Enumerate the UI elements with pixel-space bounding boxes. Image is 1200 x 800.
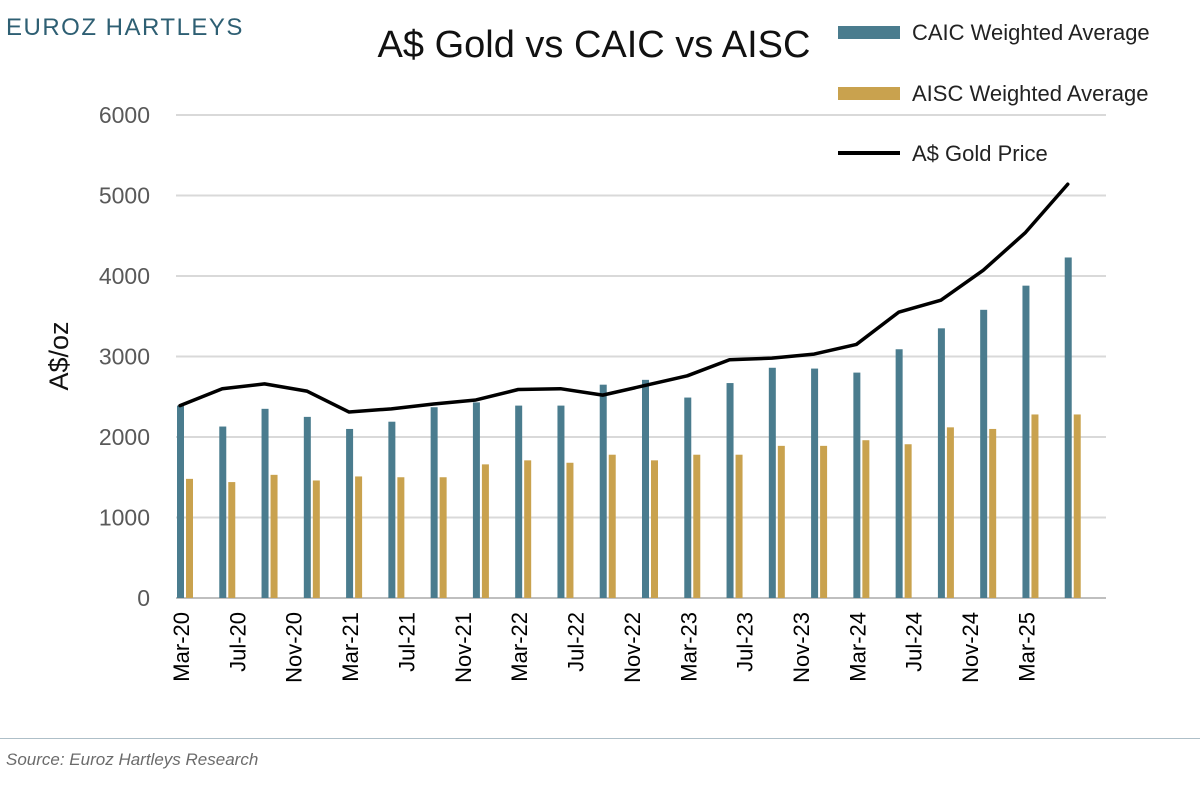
x-tick-label: Nov-24 [958,612,983,683]
caic-bar [472,402,480,598]
x-tick-label: Jul-22 [564,612,589,672]
caic-bar [684,397,692,598]
aisc-bar [904,444,912,598]
legend-label: CAIC Weighted Average [912,20,1150,45]
x-tick-labels: Mar-20 Jul-20 Nov-20 Mar-21 Jul-21 Nov-21 Mar-… [169,612,1039,683]
caic-bar [219,426,227,598]
aisc-bar [651,460,658,598]
aisc-bar [524,460,532,598]
x-tick-label: Mar-23 [676,612,701,682]
caic-bar [811,368,819,598]
gold-price-line-layer [178,182,1070,414]
caic-bar [430,407,438,598]
legend: CAIC Weighted Average AISC Weighted Avera… [838,20,1150,166]
y-tick-label: 4000 [99,263,150,289]
aisc-bar [355,476,363,598]
caic-bar [388,421,396,598]
aisc-bar [946,427,954,598]
legend-swatch [838,87,900,100]
caic-bar [346,428,354,598]
aisc-bar [439,477,447,598]
aisc-bar [820,445,828,598]
gridlines [176,114,1106,599]
caic-bar [177,405,184,598]
aisc-bar [481,464,489,598]
y-tick-labels: 0 1000 2000 3000 4000 5000 6000 [99,102,150,611]
y-tick-label: 2000 [99,424,150,450]
y-tick-label: 0 [137,585,150,611]
y-tick-label: 6000 [99,102,150,128]
x-tick-label: Jul-23 [733,612,758,672]
aisc-bar [270,474,278,598]
bars [177,257,1081,598]
x-tick-label: Mar-20 [169,612,194,682]
aisc-bar [186,478,193,598]
y-axis-label: A$/oz [44,321,74,390]
x-tick-label: Mar-25 [1014,612,1039,682]
aisc-bar [566,462,574,598]
x-tick-label: Jul-20 [225,612,250,672]
caic-bar [261,408,269,598]
x-tick-label: Jul-24 [902,612,927,672]
aisc-bar [777,445,785,598]
x-tick-label: Nov-23 [789,612,814,683]
caic-bar [515,405,523,598]
x-tick-label: Nov-20 [282,612,307,683]
aisc-bar [228,482,236,598]
aisc-bar [608,454,616,598]
caic-bar [303,416,311,598]
brand-logo: EUROZ HARTLEYS [6,14,244,41]
aisc-bar [1073,414,1081,598]
aisc-bar [1031,414,1039,598]
caic-bar [1064,257,1072,598]
x-tick-label: Mar-22 [507,612,532,682]
caic-bar [853,372,861,598]
x-tick-label: Mar-21 [338,612,363,682]
aisc-bar [693,454,701,598]
legend-label: A$ Gold Price [912,141,1048,166]
source-divider [0,738,1200,739]
gold-price-line [178,182,1070,414]
caic-bar [726,383,734,598]
chart-title: A$ Gold vs CAIC vs AISC [378,24,811,66]
caic-bar [980,309,988,598]
x-tick-label: Nov-22 [620,612,645,683]
aisc-bar [397,477,405,598]
x-tick-label: Mar-24 [845,612,870,682]
aisc-bar [312,480,320,598]
x-tick-label: Nov-21 [451,612,476,683]
source-note: Source: Euroz Hartleys Research [6,750,259,769]
aisc-bar [862,440,870,598]
x-tick-label: Jul-21 [394,612,419,672]
legend-label: AISC Weighted Average [912,81,1148,106]
caic-bar [642,379,649,598]
caic-bar [1022,285,1030,598]
y-tick-label: 1000 [99,505,150,531]
caic-bar [557,405,565,598]
caic-bar [768,367,776,598]
y-tick-label: 5000 [99,183,150,209]
aisc-bar [735,454,743,598]
caic-bar [937,328,945,598]
caic-bar [599,384,607,598]
aisc-bar [989,428,997,598]
legend-swatch [838,26,900,39]
y-tick-label: 3000 [99,344,150,370]
chart: 0 1000 2000 3000 4000 5000 6000 Mar-20 Jul-20 No… [44,20,1150,683]
caic-bar [895,349,903,598]
